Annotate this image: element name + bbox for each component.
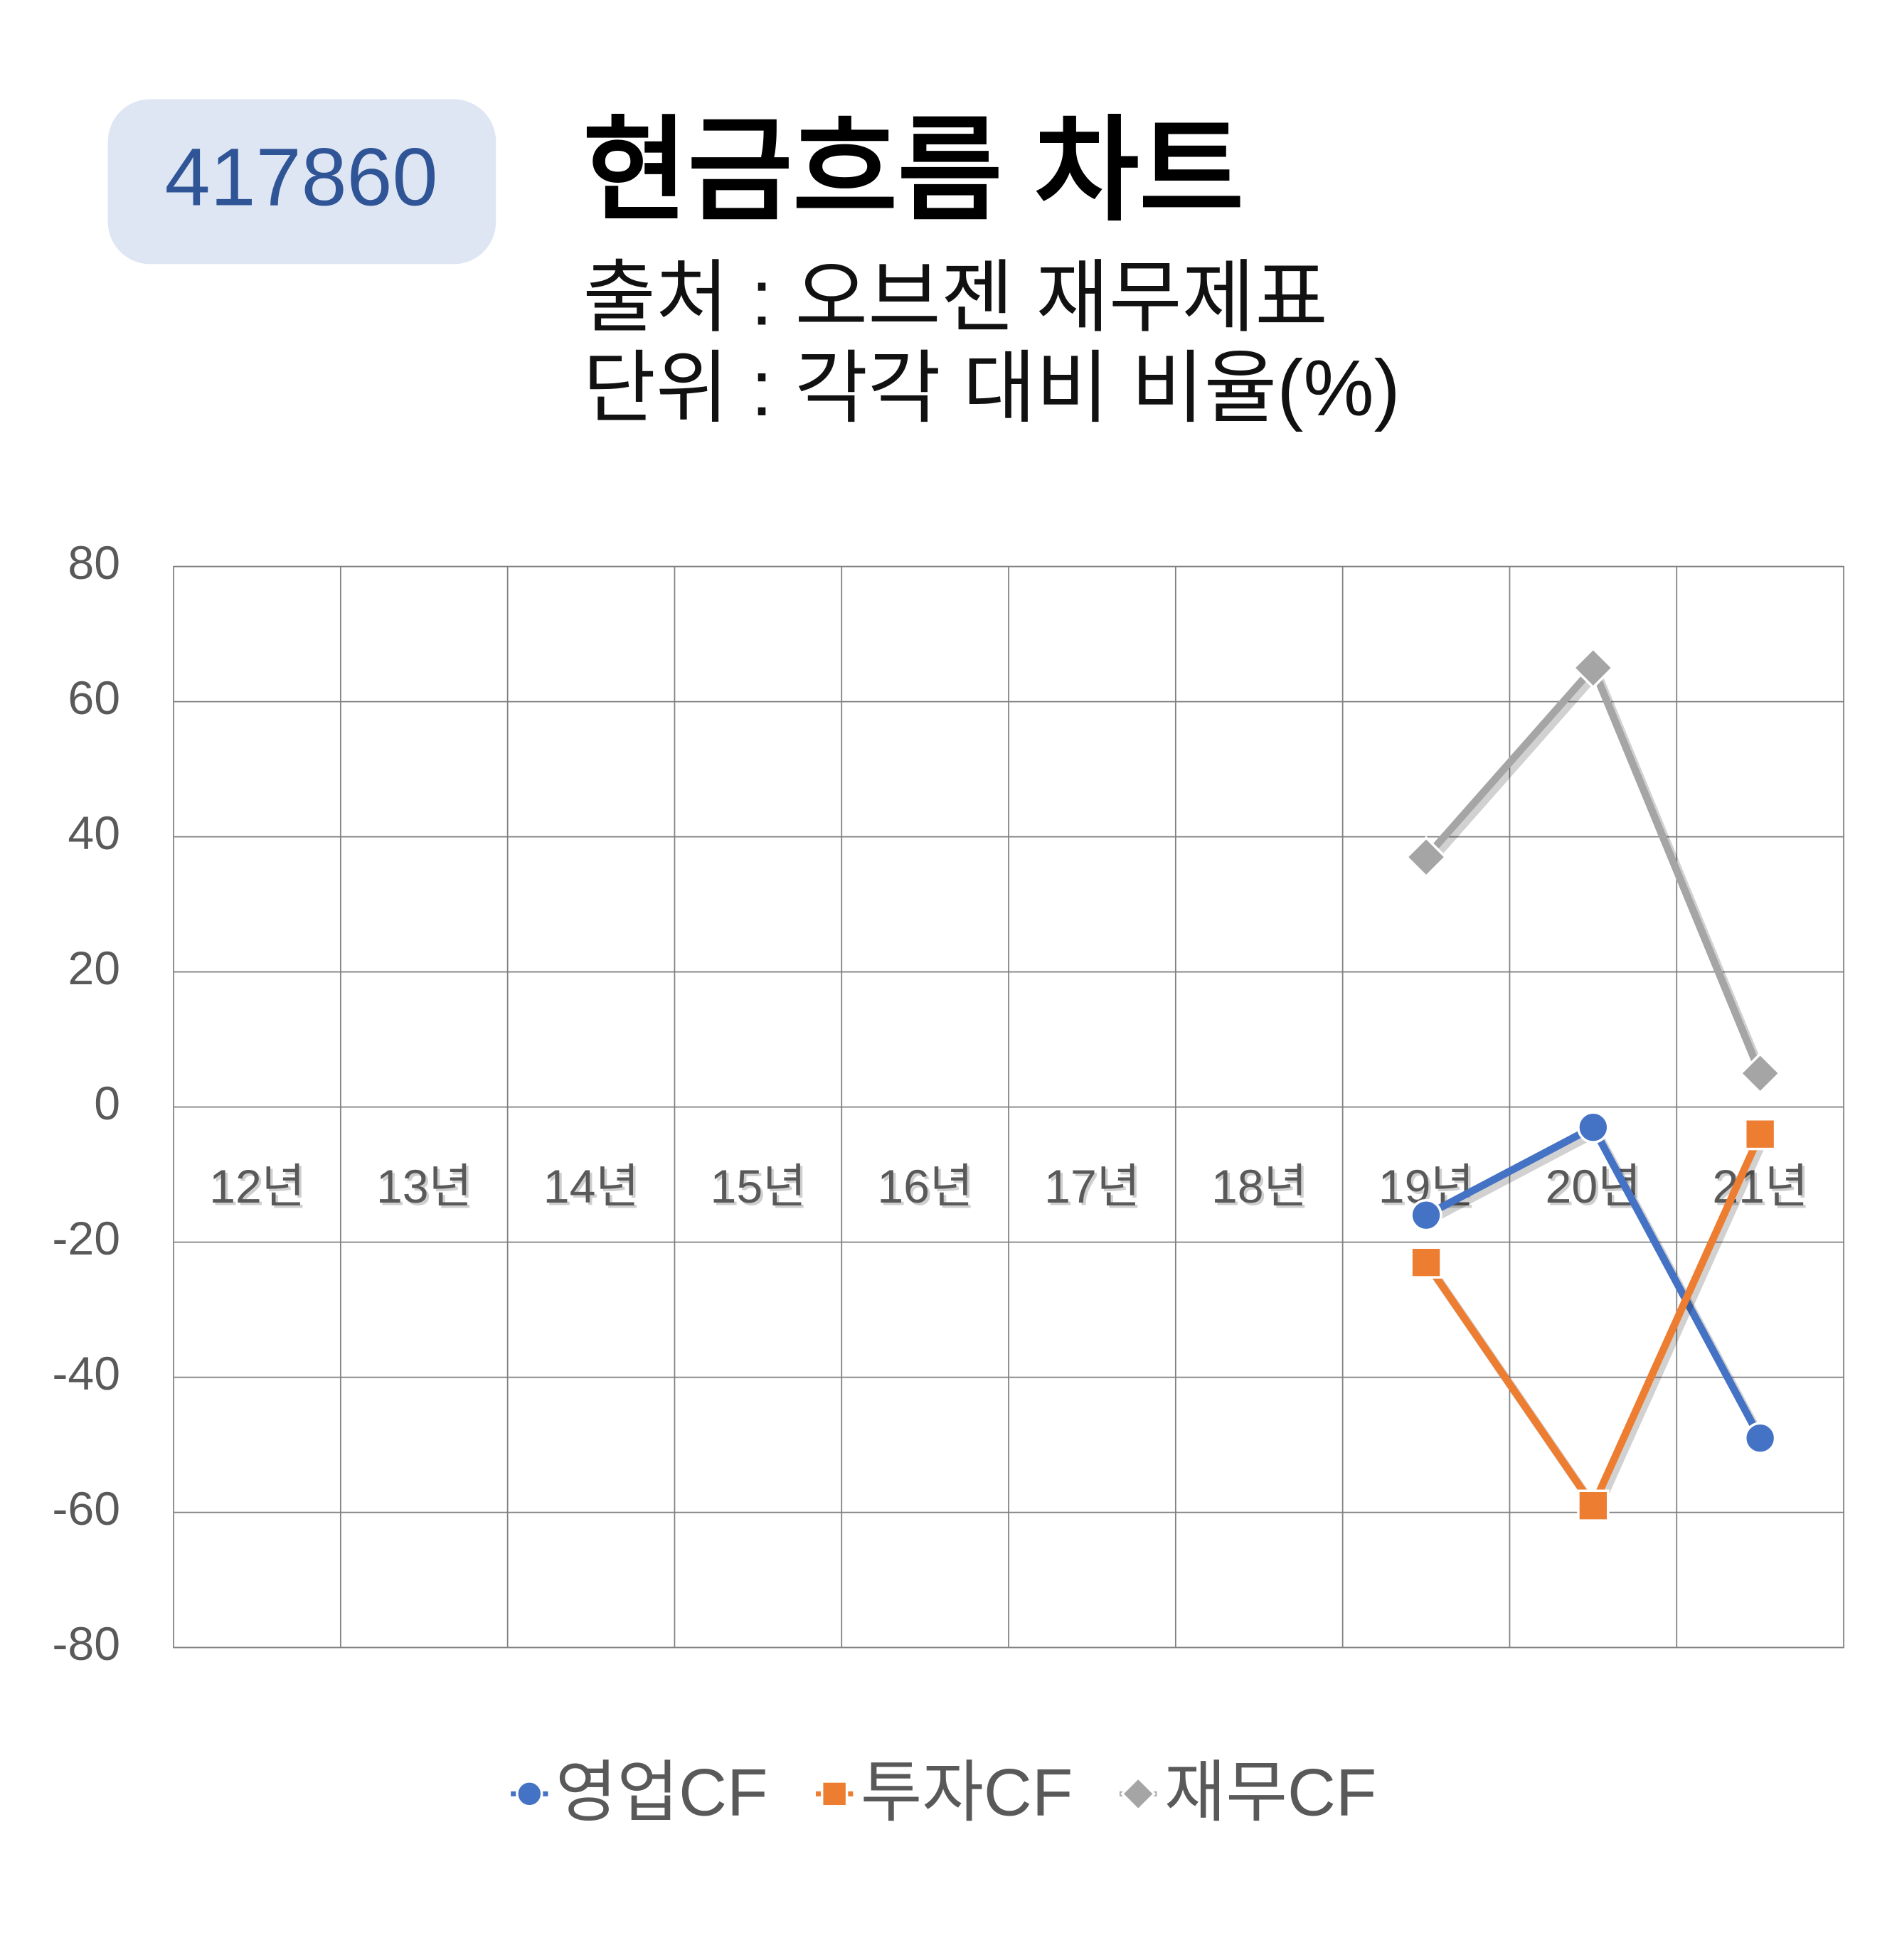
data-point xyxy=(1738,1052,1782,1094)
subtitle: 단위 : 각각 대비 비율(%) xyxy=(583,343,1400,432)
data-point xyxy=(516,1780,543,1808)
y-tick-label: -40 xyxy=(52,1348,120,1400)
x-tick-label: 18년 xyxy=(1213,1163,1309,1215)
y-tick-label: 0 xyxy=(94,1077,120,1130)
legend-label: 투자CF xyxy=(861,1754,1073,1829)
legend-label: 재무CF xyxy=(1164,1754,1377,1829)
series xyxy=(1410,1118,1777,1522)
x-tick-label: 17년 xyxy=(1047,1163,1143,1215)
data-point xyxy=(1577,1111,1610,1144)
data-point xyxy=(1410,1199,1442,1232)
y-tick-label: 40 xyxy=(68,807,120,860)
y-tick-label: 20 xyxy=(68,942,120,995)
series xyxy=(1405,646,1782,1094)
x-tick-label: 16년 xyxy=(877,1161,973,1213)
x-tick-label: 12년 xyxy=(212,1163,308,1215)
legend-label: 영업CF xyxy=(556,1754,768,1829)
chart-title: 현금흐름 차트 xyxy=(583,107,1244,234)
badge xyxy=(107,99,496,265)
data-point xyxy=(1577,1489,1610,1522)
x-tick-label: 15년 xyxy=(713,1163,809,1215)
data-point xyxy=(1120,1776,1157,1812)
badge-text: 417860 xyxy=(165,132,438,223)
x-tick-label: 17년 xyxy=(1044,1161,1140,1213)
y-tick-label: -60 xyxy=(52,1483,120,1535)
x-tick-label: 12년 xyxy=(209,1161,305,1213)
x-tick-label: 15년 xyxy=(711,1161,807,1213)
x-tick-label: 14년 xyxy=(543,1161,639,1213)
data-point xyxy=(820,1780,849,1808)
data-point xyxy=(1405,836,1447,878)
series xyxy=(1410,1111,1777,1454)
y-tick-label: -80 xyxy=(52,1618,120,1671)
x-tick-label: 13년 xyxy=(376,1161,472,1213)
y-tick-label: -20 xyxy=(52,1213,120,1265)
x-tick-label: 14년 xyxy=(546,1163,642,1215)
data-point xyxy=(1572,646,1615,689)
x-tick-label: 16년 xyxy=(880,1163,976,1215)
x-tick-label: 18년 xyxy=(1211,1161,1307,1213)
y-tick-label: 80 xyxy=(68,537,120,590)
data-point xyxy=(1743,1118,1777,1151)
x-tick-label: 13년 xyxy=(378,1163,474,1215)
series-line xyxy=(1423,664,1764,1075)
series-shadow xyxy=(1426,664,1768,1080)
data-point xyxy=(1743,1422,1777,1454)
data-point xyxy=(1410,1246,1442,1279)
y-tick-label: 60 xyxy=(68,672,120,725)
subtitle: 출처 : 오브젠 재무제표 xyxy=(583,253,1328,342)
